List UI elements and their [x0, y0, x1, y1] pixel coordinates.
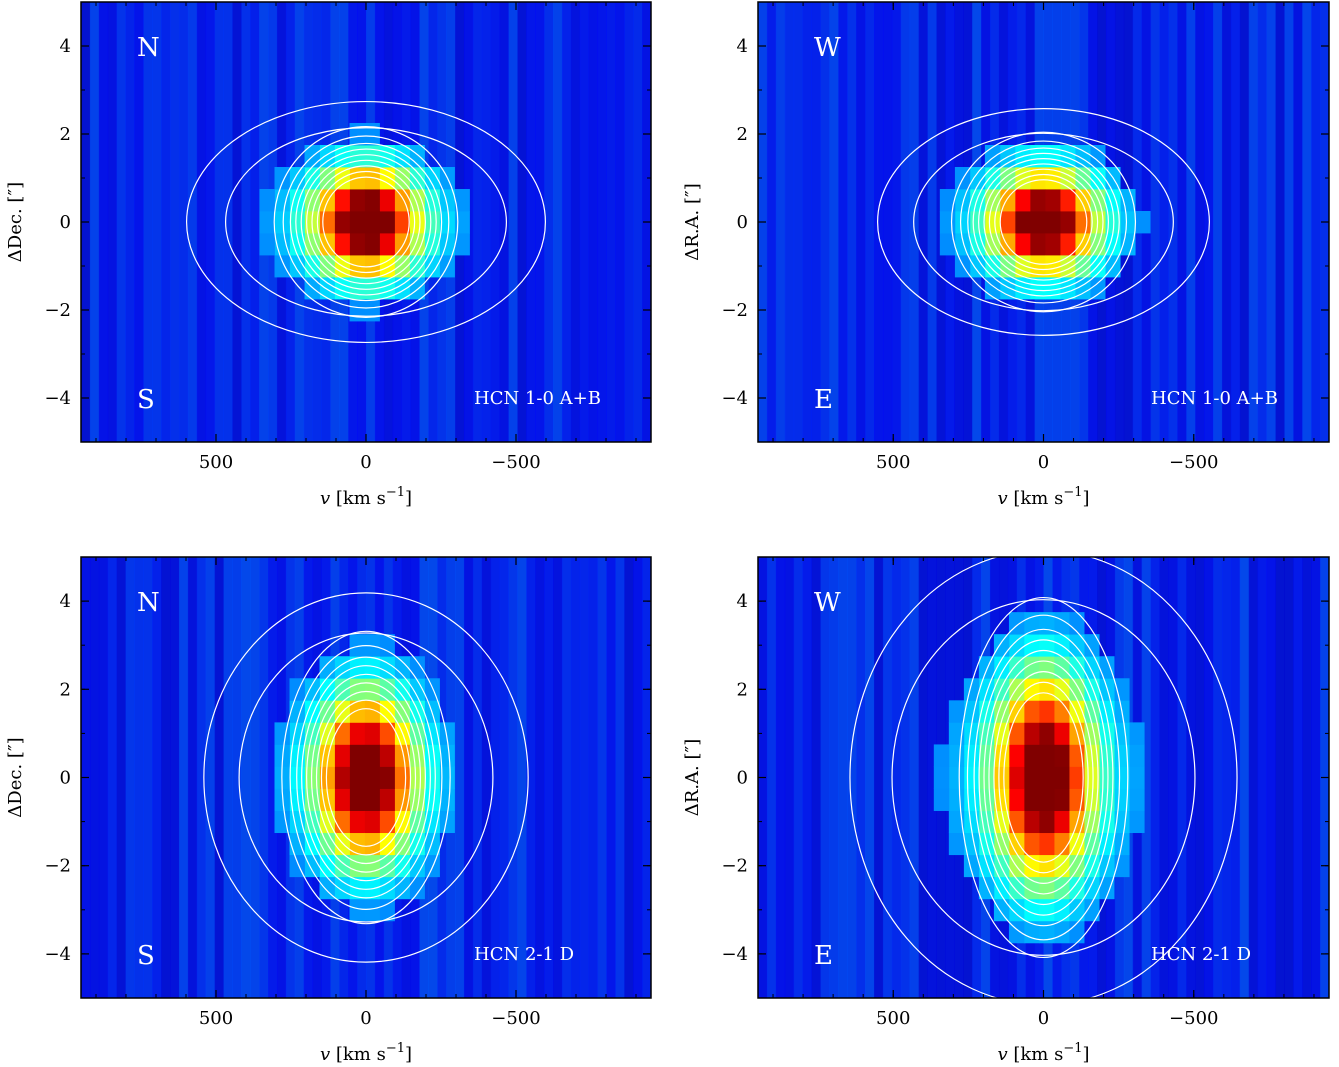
- contours: [877, 108, 1210, 336]
- line-label: HCN 2-1 D: [1151, 944, 1251, 965]
- heatmap-image: [81, 2, 651, 442]
- x-tick-label: 500: [199, 1008, 233, 1029]
- y-tick-label: −2: [44, 856, 71, 877]
- contours: [849, 557, 1238, 998]
- y-tick-label: 0: [60, 212, 71, 233]
- orientation-label-bottom: S: [137, 941, 155, 971]
- y-tick-label: −2: [721, 856, 748, 877]
- heatmap-image: [81, 557, 651, 998]
- orientation-label-bottom: S: [137, 385, 155, 415]
- orientation-label-top: W: [814, 588, 841, 618]
- x-tick-label: 500: [876, 452, 910, 473]
- x-tick-label: 0: [1038, 1008, 1049, 1029]
- line-label: HCN 2-1 D: [474, 944, 574, 965]
- y-tick-label: 2: [60, 679, 71, 700]
- y-tick-label: 2: [737, 124, 748, 145]
- x-axis-label: v [km s−1]: [320, 1041, 412, 1065]
- y-tick-label: 0: [737, 212, 748, 233]
- x-tick-label: 0: [360, 452, 371, 473]
- y-tick-label: 4: [737, 36, 748, 57]
- y-tick-label: −2: [44, 300, 71, 321]
- x-tick-label: 500: [199, 452, 233, 473]
- heatmap-image: [758, 2, 1329, 442]
- orientation-label-top: N: [137, 588, 160, 618]
- x-tick-label: 0: [1038, 452, 1049, 473]
- orientation-label-bottom: E: [814, 385, 833, 415]
- y-tick-label: 4: [60, 591, 71, 612]
- x-axis-label: v [km s−1]: [997, 485, 1089, 509]
- panel-top-right: 500 0 −500 4 2 0 −2 −4 v [km s−1] ΔR.A. [″] W E HCN …: [682, 1, 1330, 509]
- y-tick-label: −4: [721, 388, 748, 409]
- x-tick-label: −500: [491, 452, 540, 473]
- x-axis-label: v [km s−1]: [997, 1041, 1089, 1065]
- x-tick-label: −500: [1169, 452, 1218, 473]
- y-tick-label: −2: [721, 300, 748, 321]
- y-axis-label: ΔR.A. [″]: [682, 183, 703, 260]
- y-axis-label: ΔDec. [″]: [5, 182, 26, 262]
- line-label: HCN 1-0 A+B: [474, 388, 601, 409]
- heatmap-image: [758, 557, 1329, 998]
- y-tick-label: −4: [44, 944, 71, 965]
- y-tick-label: 2: [60, 124, 71, 145]
- contours: [186, 100, 546, 344]
- y-axis-label: ΔR.A. [″]: [682, 739, 703, 816]
- x-axis-label: v [km s−1]: [320, 485, 412, 509]
- x-tick-label: 0: [360, 1008, 371, 1029]
- y-tick-label: 0: [737, 768, 748, 789]
- panel-top-left: 500 0 −500 4 2 0 −2 −4 v [km s−1] ΔDec. [″] N S HCN …: [5, 1, 652, 509]
- y-tick-label: 4: [60, 36, 71, 57]
- x-tick-label: −500: [491, 1008, 540, 1029]
- y-tick-label: 4: [737, 591, 748, 612]
- orientation-label-top: N: [137, 33, 160, 63]
- y-tick-label: −4: [721, 944, 748, 965]
- contours: [203, 592, 529, 963]
- orientation-label-bottom: E: [814, 941, 833, 971]
- orientation-label-top: W: [814, 33, 841, 63]
- x-tick-label: −500: [1169, 1008, 1218, 1029]
- panel-bottom-right: 500 0 −500 4 2 0 −2 −4 v [km s−1] ΔR.A. [″] W E HCN …: [682, 556, 1330, 1065]
- y-tick-label: −4: [44, 388, 71, 409]
- y-axis-label: ΔDec. [″]: [5, 737, 26, 817]
- y-tick-label: 2: [737, 679, 748, 700]
- y-tick-label: 0: [60, 768, 71, 789]
- panel-bottom-left: 500 0 −500 4 2 0 −2 −4 v [km s−1] ΔDec. [″] N S HCN …: [5, 556, 652, 1065]
- line-label: HCN 1-0 A+B: [1151, 388, 1278, 409]
- x-tick-label: 500: [876, 1008, 910, 1029]
